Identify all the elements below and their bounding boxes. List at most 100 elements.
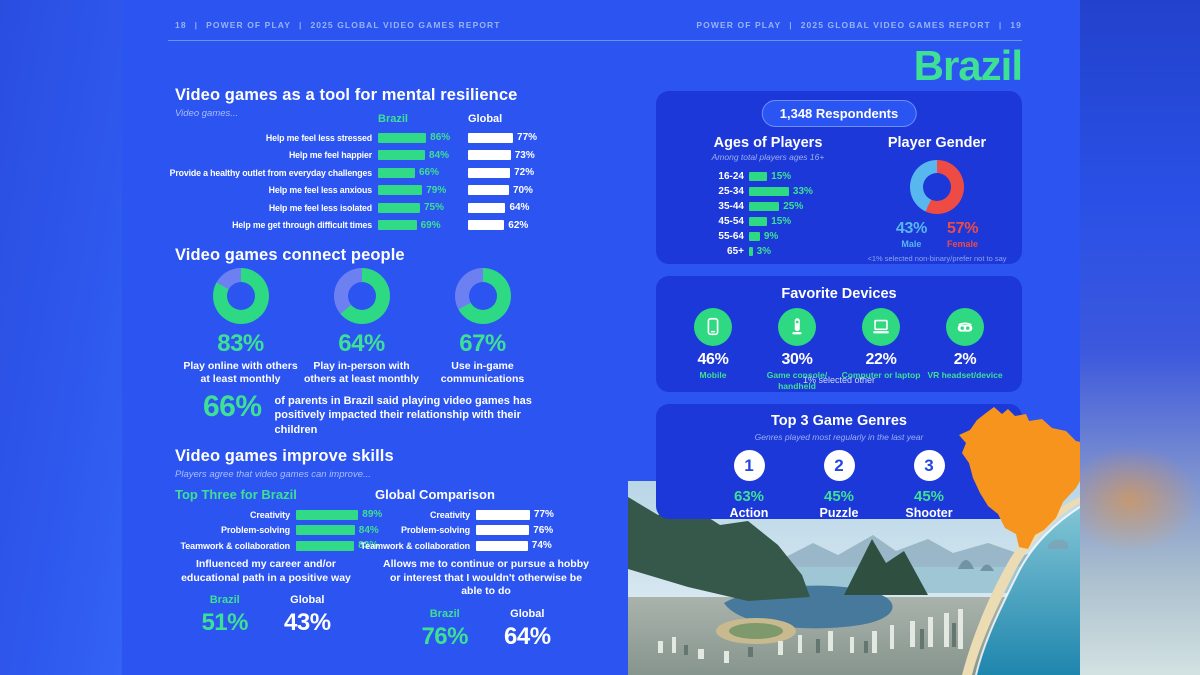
section-connect-people: Video games connect people xyxy=(175,246,405,265)
stat-text: of parents in Brazil said playing video … xyxy=(274,395,532,436)
global-value: 76% xyxy=(533,524,554,536)
stat-label: Brazil xyxy=(209,594,240,607)
age-label: 55-64 xyxy=(718,231,744,242)
skills-brazil-chart: Creativity 89% Problem-solving 84% Teamw… xyxy=(172,507,400,554)
device-stat-console: 30% Game console/ handheld xyxy=(756,308,838,391)
device-stat-mobile: 46% Mobile xyxy=(672,308,754,391)
ages-of-players: Ages of Players Among total players ages… xyxy=(676,135,860,259)
parents-stat: 66% of parents in Brazil said playing vi… xyxy=(203,392,551,437)
donut-stat: 67% Use in-game communications xyxy=(422,268,543,385)
stat-label: Global xyxy=(510,607,545,620)
genres-row: 1 63% Action 2 45% Puzzle 3 45% Shooter xyxy=(704,450,974,520)
skills-row: Problem-solving 84% xyxy=(172,523,400,539)
global-bar xyxy=(468,220,505,231)
genre-value: 63% xyxy=(733,488,765,505)
respondents-pill: 1,348 Respondents xyxy=(761,100,917,127)
global-bar xyxy=(468,202,506,213)
device-label: Game console/ handheld xyxy=(766,370,828,391)
genre-stat: 1 63% Action xyxy=(704,450,794,520)
global-value: 70% xyxy=(512,184,533,196)
devices-row: 46% Mobile 30% Game console/ handheld 22… xyxy=(672,308,1006,391)
stat-label: Brazil xyxy=(429,607,460,620)
page-number-right: 19 xyxy=(1010,20,1022,30)
brazil-value: 84% xyxy=(429,149,450,161)
age-row: 25-34 33% xyxy=(676,184,860,199)
console-icon xyxy=(778,308,816,346)
header-separator: | xyxy=(194,20,199,30)
laptop-icon xyxy=(862,308,900,346)
global-value: 62% xyxy=(508,219,529,231)
resilience-row: Help me feel less stressed 86% 77% xyxy=(160,129,568,147)
donut-stat: 64% Play in-person with others at least … xyxy=(301,268,422,385)
player-gender: Player Gender 43% Male 57% Female <1% se… xyxy=(862,135,1012,263)
brazil-stat: Brazil 76% xyxy=(421,608,468,651)
skills-row: Teamwork & collaboration 74% xyxy=(352,538,580,554)
genre-value: 45% xyxy=(913,488,945,505)
row-label: Teamwork & collaboration xyxy=(180,540,291,551)
row-label: Help me feel less isolated xyxy=(268,202,372,213)
brazil-value: 89% xyxy=(362,509,383,521)
device-label: Computer or laptop xyxy=(841,370,921,380)
skills-global-chart: Creativity 77% Problem-solving 76% Teamw… xyxy=(352,507,580,554)
age-value: 15% xyxy=(771,171,792,182)
device-value: 22% xyxy=(865,351,897,368)
age-value: 9% xyxy=(763,231,779,242)
device-value: 30% xyxy=(781,351,813,368)
row-label: Help me get through difficult times xyxy=(232,220,372,231)
skills-row: Creativity 77% xyxy=(352,507,580,523)
section-title: Video games connect people xyxy=(175,246,405,264)
skills-row: Teamwork & collaboration 83% xyxy=(172,538,400,554)
global-bar xyxy=(468,132,514,143)
stat-value: 66% xyxy=(203,390,262,423)
career-hobby-stats: Influenced my career and/or educational … xyxy=(168,558,592,651)
brazil-value: 84% xyxy=(358,524,379,536)
vr-icon xyxy=(946,308,984,346)
age-label: 35-44 xyxy=(718,201,744,212)
age-value: 33% xyxy=(792,186,813,197)
brazil-bar xyxy=(296,525,355,536)
mobile-icon xyxy=(694,308,732,346)
global-bar xyxy=(468,167,511,178)
brazil-stat: Brazil 51% xyxy=(201,594,248,637)
brazil-value: 79% xyxy=(426,184,447,196)
row-label: Problem-solving xyxy=(220,525,290,536)
ages-chart: 16-24 15% 25-34 33% 35-44 25% 45-54 15% … xyxy=(676,169,860,259)
device-stat-vr: 2% VR headset/device xyxy=(924,308,1006,391)
stat-value: 43% xyxy=(284,609,331,637)
global-bar xyxy=(476,540,528,551)
ages-title: Ages of Players xyxy=(713,135,823,151)
header-report-title: 2025 GLOBAL VIDEO GAMES REPORT xyxy=(310,20,501,30)
rank-badge: 1 xyxy=(733,450,765,481)
section-subtitle: Players agree that video games can impro… xyxy=(175,469,371,480)
top-genres-panel: Top 3 Game Genres Genres played most reg… xyxy=(656,404,1022,520)
row-label: Help me feel less anxious xyxy=(268,185,372,196)
global-value: 77% xyxy=(517,132,538,144)
section-title: Video games improve skills xyxy=(175,447,394,465)
brazil-bar xyxy=(378,150,426,161)
age-bar xyxy=(749,231,760,242)
global-stat: Global 43% xyxy=(284,594,331,637)
global-bar xyxy=(476,525,530,536)
brazil-bar xyxy=(378,185,423,196)
donut-caption: Play online with others at least monthly xyxy=(183,360,298,385)
header-separator: | xyxy=(298,20,303,30)
resilience-row: Help me feel less isolated 75% 64% xyxy=(160,199,568,217)
brazil-map-shape xyxy=(959,407,1080,549)
ages-subtitle: Among total players ages 16+ xyxy=(711,152,825,162)
brazil-bar xyxy=(296,509,359,520)
device-value: 2% xyxy=(953,351,977,368)
global-value: 72% xyxy=(514,167,535,179)
global-value: 77% xyxy=(533,509,554,521)
brazil-map xyxy=(958,406,1080,552)
brazil-value: 75% xyxy=(424,202,445,214)
age-bar xyxy=(749,216,768,227)
genres-subtitle: Genres played most regularly in the last… xyxy=(754,432,924,442)
female-stat: 57% Female xyxy=(947,220,978,249)
hobby-block: Allows me to continue or pursue a hobby … xyxy=(380,558,592,651)
resilience-chart: Brazil Global Help me feel less stressed… xyxy=(160,111,568,234)
age-bar xyxy=(749,201,780,212)
favorite-devices-panel: Favorite Devices 46% Mobile 30% Game con… xyxy=(656,276,1022,392)
female-value: 57% xyxy=(947,220,979,237)
genre-stat: 2 45% Puzzle xyxy=(794,450,884,520)
brazil-value: 86% xyxy=(430,132,451,144)
